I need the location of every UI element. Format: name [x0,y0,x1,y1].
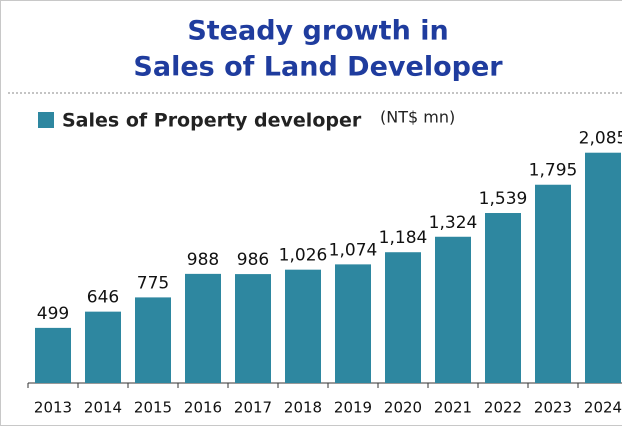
bar [535,184,571,383]
bar [335,264,371,383]
value-label: 775 [137,273,169,293]
value-label: 1,324 [429,213,478,233]
legend-label: Sales of Property developer [62,110,362,132]
bar [85,311,121,383]
value-label: 499 [37,304,69,324]
chart-title: Sales of Land Developer [133,52,503,83]
x-tick-label: 2014 [84,399,122,417]
value-label: 1,074 [329,240,378,260]
x-tick-label: 2021 [434,399,472,417]
value-label: 1,184 [379,228,428,248]
legend-swatch [38,112,54,128]
x-tick-label: 2015 [134,399,172,417]
bar [35,327,71,383]
x-tick-label: 2019 [334,399,372,417]
x-tick-label: 2016 [184,399,222,417]
x-tick-label: 2013 [34,399,72,417]
chart-title: Steady growth in [187,16,448,47]
bar [135,297,171,383]
value-label: 986 [237,250,269,270]
bar [485,213,521,383]
bar [435,236,471,383]
value-label: 646 [87,288,119,308]
value-label: 988 [187,250,219,270]
x-tick-label: 2023 [534,399,572,417]
x-tick-label: 2018 [284,399,322,417]
legend-unit: (NT$ mn) [380,108,455,127]
bar [385,252,421,383]
x-tick-label: 2017 [234,399,272,417]
bar [185,273,221,383]
value-label: 1,795 [529,161,578,181]
bar [585,152,621,383]
value-label: 2,085 [579,129,622,149]
bar [235,274,271,383]
bar [285,269,321,383]
value-label: 1,539 [479,189,528,209]
value-label: 1,026 [279,246,328,266]
x-tick-label: 2024 [584,399,622,417]
x-tick-label: 2022 [484,399,522,417]
x-tick-label: 2020 [384,399,422,417]
